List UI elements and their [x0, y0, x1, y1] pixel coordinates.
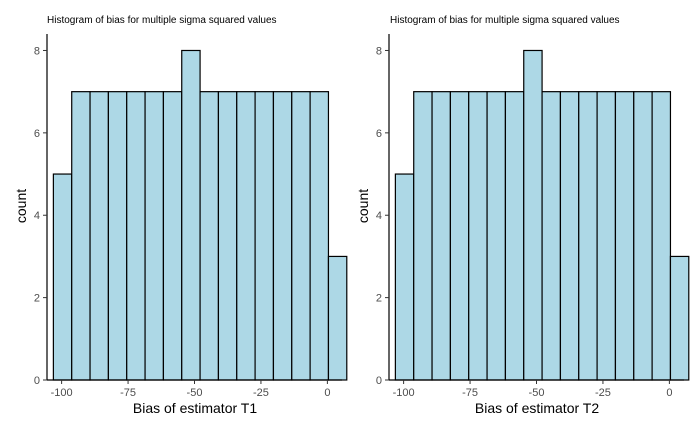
histogram-bar: [468, 91, 488, 381]
histogram-panel-t1: Histogram of bias for multiple sigma squ…: [13, 15, 348, 416]
histogram-bar: [633, 91, 653, 381]
histogram-bar: [449, 91, 470, 381]
y-tick-label: 0: [34, 375, 40, 387]
histogram-bar: [162, 91, 183, 381]
y-tick-label: 4: [34, 210, 40, 222]
x-axis-title: Bias of estimator T2: [475, 400, 599, 416]
histogram-bar: [199, 91, 220, 381]
y-tick-label: 0: [376, 375, 382, 387]
x-tick-label: -75: [462, 387, 478, 399]
x-tick-label: -25: [253, 387, 269, 399]
x-axis-title: Bias of estimator T1: [133, 400, 257, 416]
histogram-bar: [254, 91, 275, 381]
histogram-panel-t2: Histogram of bias for multiple sigma squ…: [355, 15, 690, 416]
axes-layer: 0 2 4 6 8 -100 -75 -50 -25 0: [34, 34, 342, 399]
chart-title: Histogram of bias for multiple sigma squ…: [47, 15, 277, 26]
histogram-bar: [523, 49, 543, 381]
histogram-bar: [394, 173, 415, 381]
chart-title: Histogram of bias for multiple sigma squ…: [390, 15, 620, 26]
histogram-bar: [181, 49, 201, 381]
x-tick-label: -25: [595, 387, 611, 399]
histogram-bar: [651, 91, 672, 381]
histogram-bar: [327, 255, 348, 381]
axes-layer: 0 2 4 6 8 -100 -75 -50 -25 0: [376, 34, 684, 399]
histogram-bar: [291, 91, 311, 381]
histogram-bar: [614, 91, 635, 381]
histogram-bar: [559, 91, 580, 381]
histogram-bar: [107, 91, 128, 381]
histogram-bar: [504, 91, 525, 381]
y-tick-label: 8: [34, 45, 40, 57]
histogram-bar: [596, 91, 617, 381]
x-tick-label: -50: [529, 387, 545, 399]
histogram-bar: [309, 91, 330, 381]
y-tick-label: 2: [376, 293, 382, 305]
histogram-bar: [71, 91, 91, 381]
histogram-bar: [541, 91, 562, 381]
x-tick-label: -75: [120, 387, 136, 399]
histogram-bar: [52, 173, 73, 381]
histogram-bar: [413, 91, 433, 381]
histogram-bar: [89, 91, 109, 381]
x-tick-label: 0: [666, 387, 672, 399]
histogram-bar: [126, 91, 146, 381]
y-tick-label: 4: [376, 210, 382, 222]
histogram-bar: [236, 91, 256, 381]
y-tick-label: 6: [34, 128, 40, 140]
x-tick-label: -100: [393, 387, 415, 399]
histogram-bar: [144, 91, 165, 381]
histogram-bar: [669, 255, 690, 381]
bars-layer: [52, 49, 348, 381]
x-tick-label: 0: [324, 387, 330, 399]
histogram-bar: [486, 91, 507, 381]
histogram-bar: [272, 91, 293, 381]
y-axis-title: count: [355, 189, 371, 223]
y-axis-title: count: [13, 189, 29, 223]
x-tick-label: -100: [51, 387, 73, 399]
y-tick-label: 8: [376, 45, 382, 57]
y-tick-label: 2: [34, 293, 40, 305]
y-tick-label: 6: [376, 128, 382, 140]
x-tick-label: -50: [187, 387, 203, 399]
histogram-bar: [217, 91, 238, 381]
histogram-bar: [431, 91, 451, 381]
histogram-bar: [578, 91, 598, 381]
bars-layer: [394, 49, 690, 381]
